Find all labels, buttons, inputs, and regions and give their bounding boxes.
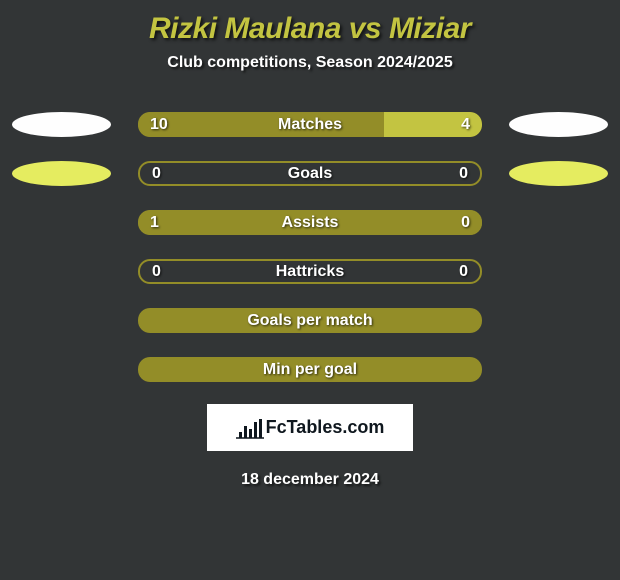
stat-rows-area: 104Matches 00Goals 10Assists 00Hattricks Goa…	[0, 112, 620, 382]
stat-label: Min per goal	[138, 357, 482, 382]
stat-label: Assists	[138, 210, 482, 235]
stat-bar: 00Hattricks	[138, 259, 482, 284]
stat-row: 104Matches	[0, 112, 620, 137]
stat-label: Goals	[140, 163, 480, 184]
player-indicator-left	[12, 161, 111, 186]
stat-row: 00Goals	[0, 161, 620, 186]
stat-bar: Goals per match	[138, 308, 482, 333]
logo-text: FcTables.com	[266, 417, 385, 438]
chart-date: 18 december 2024	[241, 471, 379, 489]
stat-row: 00Hattricks	[0, 259, 620, 284]
player-indicator-right	[509, 112, 608, 137]
stat-bar: 104Matches	[138, 112, 482, 137]
chart-container: Rizki Maulana vs Miziar Club competition…	[0, 0, 620, 580]
stat-label: Matches	[138, 112, 482, 137]
stat-bar: Min per goal	[138, 357, 482, 382]
player-indicator-right	[509, 161, 608, 186]
stat-row: Goals per match	[0, 308, 620, 333]
fctables-logo: FcTables.com	[207, 404, 413, 451]
stat-label: Hattricks	[140, 261, 480, 282]
chart-subtitle: Club competitions, Season 2024/2025	[167, 54, 452, 72]
stat-label: Goals per match	[138, 308, 482, 333]
player-indicator-left	[12, 112, 111, 137]
stat-row: 10Assists	[0, 210, 620, 235]
bars-icon	[236, 417, 264, 439]
chart-title: Rizki Maulana vs Miziar	[149, 12, 471, 46]
stat-bar: 00Goals	[138, 161, 482, 186]
stat-bar: 10Assists	[138, 210, 482, 235]
stat-row: Min per goal	[0, 357, 620, 382]
